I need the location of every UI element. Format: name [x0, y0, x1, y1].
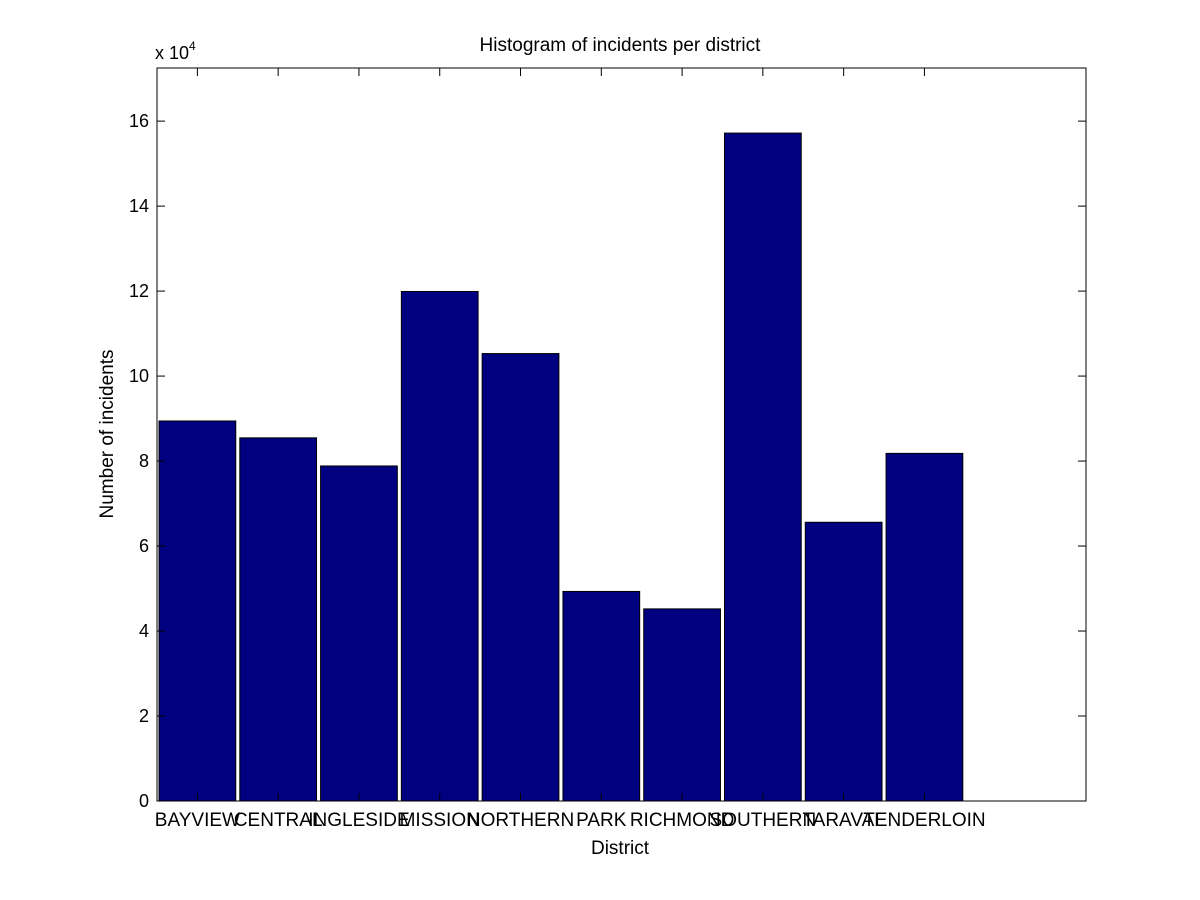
- bars-group: [158, 132, 964, 802]
- y-axis-ticks: 0 2 4 6 8 10 12 14 16: [129, 111, 1086, 811]
- x-tick-label-tenderloin: TENDERLOIN: [863, 810, 985, 831]
- y-tick-label: 4: [139, 621, 149, 641]
- bar-southern: [723, 132, 802, 802]
- bar-mission: [400, 290, 479, 802]
- y-scale-multiplier: x 104: [155, 39, 196, 63]
- y-tick-label: 10: [129, 366, 149, 386]
- y-tick-label: 2: [139, 706, 149, 726]
- x-tick-label-bayview: BAYVIEW: [155, 810, 240, 831]
- plot-frame: [156, 67, 1087, 802]
- bar-central: [239, 437, 318, 802]
- x-axis-label: District: [591, 838, 650, 859]
- y-scale-base: x 10: [155, 43, 189, 63]
- y-tick-label: 6: [139, 536, 149, 556]
- x-tick-label-ingleside: INGLESIDE: [308, 810, 409, 831]
- bar-taraval: [804, 521, 883, 802]
- bar-richmond: [643, 608, 721, 802]
- bar-tenderloin: [885, 452, 964, 802]
- y-tick-label: 14: [129, 196, 149, 216]
- bar-bayview: [158, 420, 237, 802]
- x-tick-label-northern: NORTHERN: [467, 810, 574, 831]
- y-tick-label: 12: [129, 281, 149, 301]
- x-tick-label-park: PARK: [576, 810, 627, 831]
- y-tick-label: 0: [139, 791, 149, 811]
- x-tick-label-richmond: RICHMOND: [630, 810, 735, 831]
- x-tick-label-southern: SOUTHERN: [710, 810, 817, 831]
- y-tick-label: 8: [139, 451, 149, 471]
- bar-park: [562, 590, 641, 802]
- y-tick-label: 16: [129, 111, 149, 131]
- x-tick-label-central: CENTRAL: [234, 810, 323, 831]
- chart-title: Histogram of incidents per district: [480, 35, 762, 56]
- y-axis-label: Number of incidents: [97, 350, 118, 519]
- bar-northern: [481, 353, 560, 802]
- x-tick-label-taraval: TARAVAL: [802, 810, 884, 831]
- y-scale-exponent: 4: [189, 39, 196, 53]
- bar-ingleside: [320, 465, 398, 802]
- x-tick-label-mission: MISSION: [400, 810, 480, 831]
